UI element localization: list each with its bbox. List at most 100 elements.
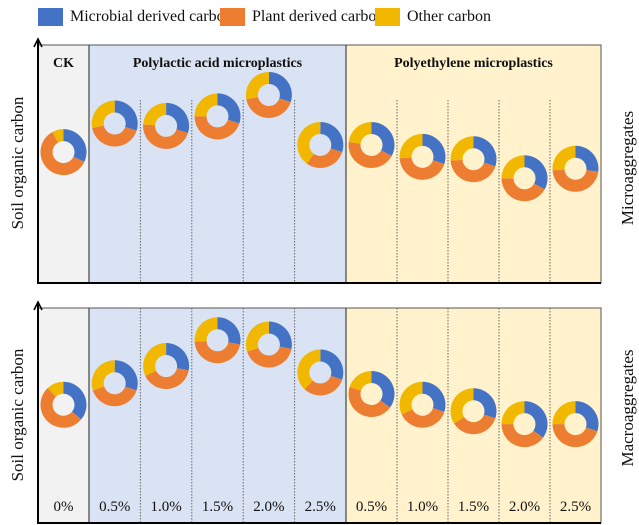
group-title-pla: Polylactic acid microplastics [133,56,303,71]
group-title-ck: CK [53,56,74,71]
donut-slice-other [143,343,167,376]
dose-label: 2.0% [509,499,540,515]
donut-1-5pct [194,317,241,364]
dose-label: 1.5% [458,499,489,515]
donut-slice-plant [306,148,343,168]
donut-slice-microbial [63,129,87,162]
donut-1-5pct [450,388,497,435]
donut-2-0pct [501,401,548,448]
donut-slice-microbial [575,145,599,172]
donut-slice-plant [501,178,545,202]
group-bg-pla [89,45,346,283]
legend: Microbial derived carbon Plant derived c… [0,0,639,34]
dose-label: 1.0% [407,499,438,515]
donut-slice-plant [348,386,391,418]
legend-label-microbial: Microbial derived carbon [70,8,233,25]
group-bg-pla [89,308,346,523]
donut-slice-plant [450,159,496,183]
donut-slice-other [501,401,525,425]
dose-label: 2.0% [253,499,284,515]
donut-0-5pct [91,100,138,147]
donut-slice-microbial [422,381,446,412]
donut-slice-microbial [422,133,446,164]
donut-slice-microbial [473,136,497,167]
donut-slice-microbial [114,360,138,391]
donut-slice-microbial [371,121,395,157]
donut-slice-microbial [217,93,241,124]
donut-slice-plant [92,125,137,147]
donut-2-5pct [552,401,599,448]
donut-2-5pct [552,145,599,192]
donut-slice-other [194,93,218,117]
donut-slice-other [552,145,576,171]
donut-slice-plant [454,414,496,435]
panel-microaggregates: CK Polylactic acid microplastics Polyethyl… [33,37,602,284]
donut-slice-microbial [473,388,497,419]
donut-slice-microbial [268,71,292,103]
y-axis-label-top: Soil organic carbon [8,96,27,230]
donut-slice-other [297,121,321,164]
dose-label: 2.5% [560,499,591,515]
donut-slice-microbial [575,401,599,432]
y-axis-arrow-icon [33,300,43,311]
legend-swatch-other [375,8,400,26]
legend-item-plant: Plant derived carbon [220,7,384,27]
panel-label-microaggregates: Microaggregates [618,110,637,226]
donut-slice-plant [145,368,189,390]
donut-slice-other [349,371,372,391]
donut-1-0pct [143,343,190,390]
dose-label: 2.5% [305,499,336,515]
donut-0pct [40,129,87,176]
donut-slice-other [399,133,423,159]
donut-slice-other [194,317,218,342]
donut-slice-plant [304,375,343,396]
donut-slice-other [450,136,474,161]
dose-label: 0.5% [356,499,387,515]
donut-slice-microbial [320,349,344,380]
donut-slice-plant [348,142,392,168]
legend-label-plant: Plant derived carbon [252,8,385,25]
donut-2-0pct [245,71,292,118]
donut-0-5pct [348,121,395,168]
donut-slice-plant [143,124,188,149]
donut-slice-plant [194,340,241,364]
panel-macroaggregates: 0% 0.5% 1.0% 1.5% 2.0% 2.5% 0.5% 1.0% 1.5% 2.0% 2.… [33,300,602,524]
donut-slice-plant [246,97,291,118]
donut-slice-plant [247,346,292,368]
donut-2-0pct [501,155,548,202]
panel-label-macroaggregates: Macroaggregates [618,349,637,467]
donut-slice-plant [401,408,445,428]
donut-slice-microbial [371,371,395,408]
donut-slice-other [245,71,269,100]
donut-slice-other [91,360,115,391]
donut-slice-microbial [524,401,548,438]
donut-slice-microbial [166,102,190,134]
donut-slice-plant [552,424,598,448]
dose-label: 1.5% [202,499,233,515]
donut-slice-other [552,401,576,425]
donut-slice-plant [399,157,445,180]
donut-slice-plant [552,169,599,192]
donut-1-5pct [194,93,241,140]
donut-0-5pct [91,360,138,407]
legend-item-other: Other carbon [375,7,491,27]
donut-slice-other [52,129,64,143]
legend-item-microbial: Microbial derived carbon [38,7,233,27]
y-axis-arrow-icon [33,37,43,48]
donut-2-5pct [297,121,344,168]
donut-slice-microbial [524,155,548,190]
donut-slice-other [297,349,321,390]
donut-2-5pct [297,349,344,396]
donut-slice-plant [92,386,137,407]
donut-slice-microbial [320,121,344,153]
y-axis-label-bottom: Soil organic carbon [8,348,27,482]
donut-0pct [40,381,87,428]
donut-1-5pct [450,136,497,183]
donut-slice-microbial [268,321,292,349]
donut-1-0pct [399,133,446,180]
dose-label: 0% [54,499,74,515]
donut-slice-other [348,121,372,144]
group-title-pe: Polyethylene microplastics [394,56,553,71]
donut-slice-plant [40,387,82,428]
donut-2-0pct [245,321,292,368]
